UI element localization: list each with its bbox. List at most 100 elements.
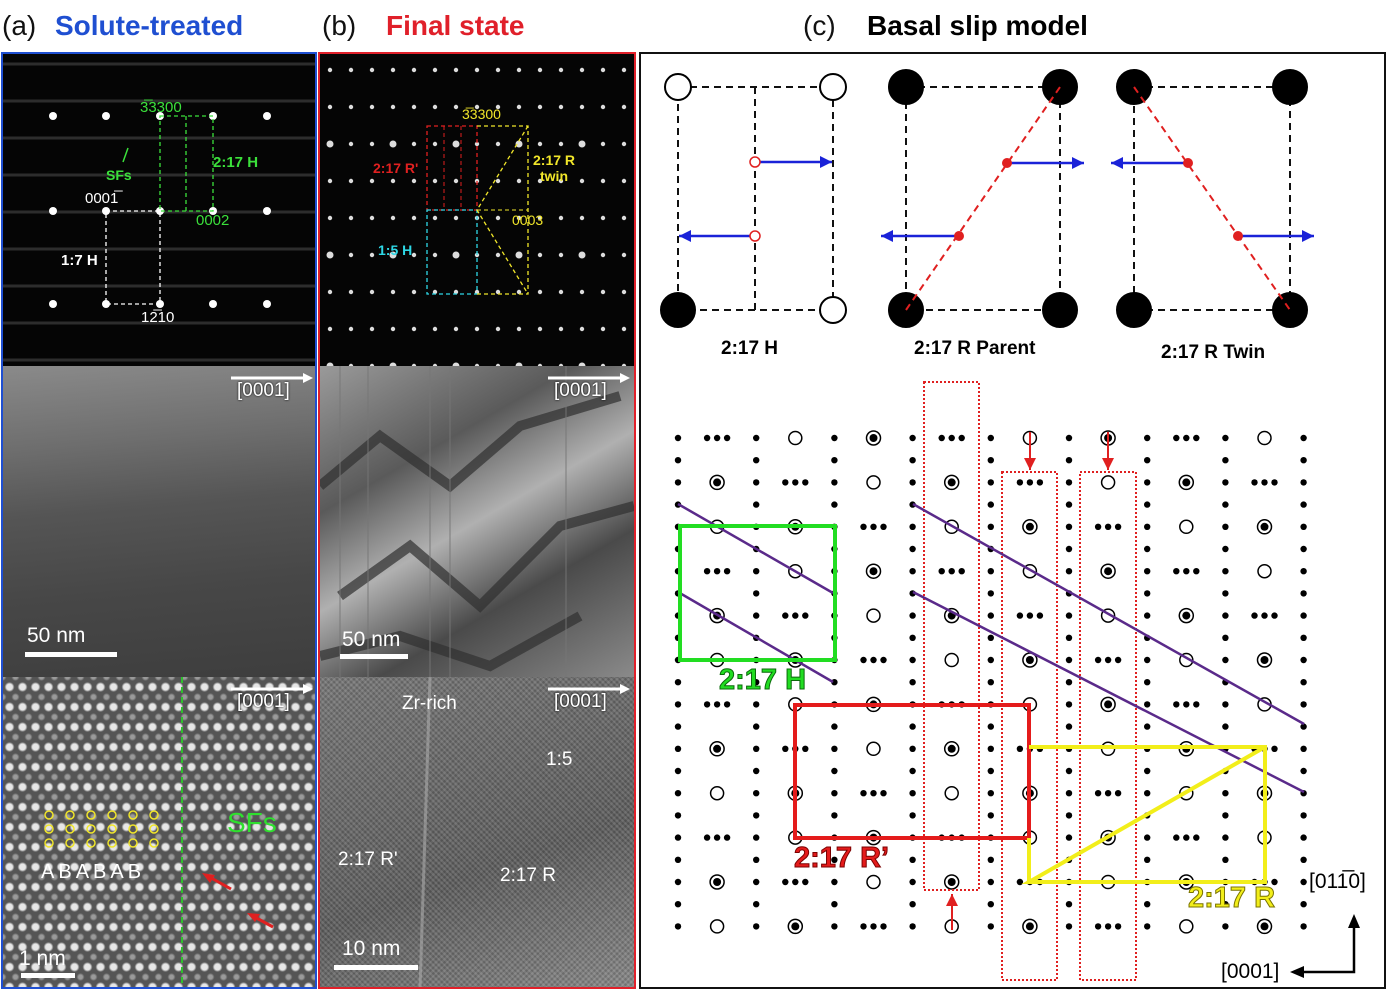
atom: [1173, 701, 1180, 708]
atom: [753, 834, 760, 841]
atom: [987, 501, 994, 508]
atom: [1193, 701, 1200, 708]
diffraction-spot: [621, 141, 627, 147]
atom: [1042, 69, 1078, 105]
atom-marker: [65, 810, 75, 820]
scale-bar: [25, 652, 117, 657]
diffraction-spot: [432, 141, 438, 147]
diffraction-spot: [263, 112, 271, 120]
slip-plane: [905, 86, 1061, 311]
diffraction-spot: [369, 141, 375, 147]
diffraction-spot: [495, 104, 501, 110]
atom: [802, 878, 809, 886]
diffraction-spot: [432, 104, 438, 110]
atom: [948, 434, 955, 442]
atom: [674, 767, 682, 775]
atom-marker: [86, 838, 96, 848]
atom: [753, 923, 760, 930]
atom: [1300, 612, 1307, 619]
atom: [987, 434, 994, 442]
atom: [753, 501, 760, 508]
diffraction-spot: [515, 140, 523, 148]
atom: [954, 231, 964, 241]
atom: [1065, 701, 1073, 708]
atom: [1272, 69, 1308, 105]
panel-c-title: Basal slip model: [867, 10, 1088, 41]
basal-plane-line: [677, 590, 834, 684]
diffraction-spot: [411, 104, 417, 110]
atom: [870, 923, 877, 930]
atom: [1300, 856, 1307, 863]
diffraction-spot: [621, 215, 627, 221]
atom: [1114, 523, 1122, 530]
atom-marker: [128, 810, 138, 820]
index-label: 3̅3300: [462, 106, 501, 122]
atom: [674, 457, 682, 464]
diffraction-spot: [369, 104, 375, 110]
diffraction-spot: [495, 252, 501, 258]
atom: [1016, 878, 1024, 886]
atom: [909, 479, 916, 486]
diffraction-spot: [432, 289, 438, 295]
stacking-fault-region: [923, 381, 980, 891]
atom: [1271, 745, 1278, 752]
diffraction-spot: [102, 300, 110, 308]
basal-plane-line: [677, 502, 834, 595]
atom: [1222, 501, 1229, 508]
diffraction-spot: [495, 363, 501, 366]
diffraction-spot: [474, 141, 480, 147]
atom: [1104, 700, 1113, 709]
atom: [888, 292, 924, 328]
atom: [860, 523, 867, 530]
atom-column: [866, 874, 881, 890]
diffraction-spot: [600, 326, 606, 332]
basal-slip-model-diagram: [660, 69, 1360, 981]
atom: [1144, 656, 1151, 664]
atom: [987, 878, 994, 886]
stacking-letter: A: [110, 861, 124, 883]
atom: [1183, 158, 1193, 168]
atom: [753, 479, 760, 486]
atom: [1104, 523, 1112, 530]
atom: [987, 679, 994, 686]
atom: [802, 612, 809, 619]
diffraction-spot: [537, 141, 543, 147]
atom: [987, 523, 994, 530]
atom: [1271, 878, 1278, 886]
atom: [753, 590, 760, 597]
unit-cell: [905, 86, 1061, 311]
atom: [1300, 545, 1307, 553]
atom: [831, 812, 838, 819]
diffraction-spot: [600, 67, 606, 73]
diffraction-spot: [516, 215, 522, 221]
atom: [870, 790, 877, 797]
stacking-letter: B: [127, 861, 142, 883]
diffraction-spot: [327, 326, 333, 332]
scale-bar: [334, 965, 418, 970]
diffraction-spot: [515, 362, 523, 366]
diffraction-spot: [558, 326, 564, 332]
atom: [1222, 545, 1229, 553]
stacking-letter: B: [58, 861, 72, 883]
atom: [909, 679, 916, 686]
atom: [1261, 479, 1268, 486]
atom: [674, 856, 682, 863]
atom: [1026, 612, 1034, 619]
diffraction-spot: [600, 252, 606, 258]
atom: [1193, 568, 1200, 575]
atom: [987, 790, 994, 797]
atom: [1251, 479, 1258, 486]
diffraction-spot: [600, 363, 606, 366]
atom: [1193, 434, 1200, 442]
diffraction-spot: [558, 252, 564, 258]
atom: [1036, 612, 1044, 619]
atom: [987, 479, 994, 486]
panel-a-letter: (a): [2, 10, 37, 41]
atom: [1144, 590, 1151, 597]
atom: [1271, 612, 1278, 619]
diffraction-spot: [621, 252, 627, 258]
atom: [909, 856, 916, 863]
arrow-head: [1024, 458, 1036, 470]
atom: [1222, 701, 1229, 708]
diffraction-spot: [348, 326, 354, 332]
